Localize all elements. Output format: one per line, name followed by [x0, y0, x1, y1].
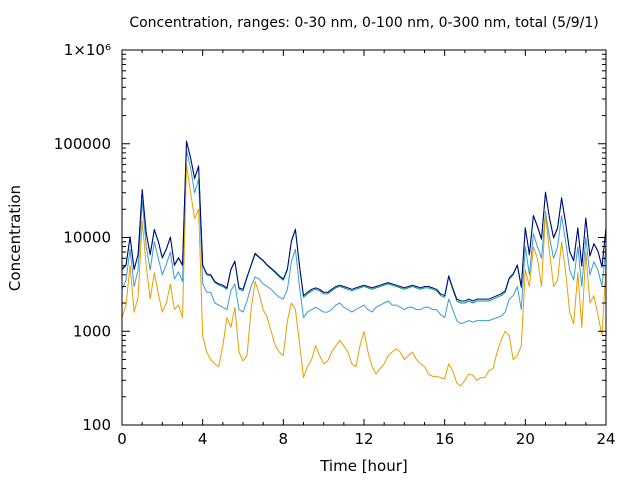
y-axis: 100 1000 10000 100000 1×10⁶: [54, 41, 606, 434]
x-tick-label: 12: [354, 430, 373, 448]
y-tick-label: 1000: [73, 322, 111, 340]
x-tick-label: 8: [279, 430, 289, 448]
series-layer: [121, 140, 607, 387]
x-tick-label: 0: [117, 430, 127, 448]
chart-title: Concentration, ranges: 0-30 nm, 0-100 nm…: [129, 15, 598, 31]
series-line-2: [121, 164, 607, 387]
y-tick-label: 100000: [54, 135, 111, 153]
x-tick-label: 16: [435, 430, 454, 448]
series-line-0: [121, 149, 607, 325]
series-line-3: [121, 140, 607, 302]
x-axis-label: Time [hour]: [319, 457, 408, 475]
y-axis-label: Concentration: [6, 185, 24, 291]
x-tick-label: 20: [516, 430, 535, 448]
y-tick-label: 100: [82, 416, 111, 434]
x-tick-label: 24: [596, 430, 615, 448]
y-tick-label: 1×10⁶: [64, 41, 111, 59]
y-tick-label: 10000: [63, 229, 111, 247]
x-axis: 0 4 8 12 16 20 24: [117, 50, 616, 448]
x-tick-label: 4: [198, 430, 208, 448]
